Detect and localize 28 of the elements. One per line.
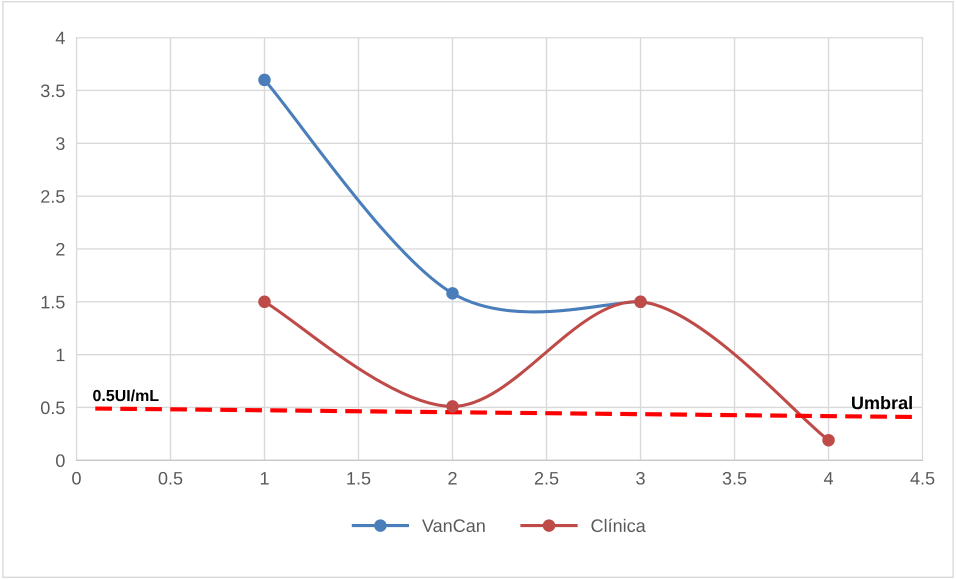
y-tick-label: 4 (56, 32, 65, 44)
x-tick-label: 4 (824, 472, 834, 484)
x-tick-label: 3.5 (722, 472, 746, 485)
y-tick-label: 2 (56, 242, 64, 256)
annotation: 0.5UI/mL (93, 389, 159, 402)
legend-label: VanCan (422, 519, 485, 532)
x-tick-label: 1.5 (347, 472, 370, 485)
x-tick-label: 1 (260, 472, 269, 484)
y-tick-label: 0.5 (40, 401, 65, 414)
y-tick-label: 2.5 (41, 190, 65, 203)
x-tick-label: 3 (636, 472, 645, 485)
y-tick-label: 3.5 (40, 84, 65, 98)
x-tick-label: 2.5 (534, 472, 558, 485)
point (446, 400, 459, 413)
y-tick-label: 1 (56, 348, 64, 362)
y-tick-label: 1.5 (42, 296, 65, 309)
x-tick-label: 2 (448, 472, 457, 484)
legend-label: Clínica (591, 518, 646, 532)
y-tick-label: 3 (56, 137, 65, 150)
x-tick-label: 0.5 (158, 472, 182, 485)
point (258, 296, 271, 308)
point (822, 434, 835, 446)
y-tick-label: 0 (56, 454, 65, 468)
x-tick-label: 4.5 (910, 472, 934, 485)
x-tick-label: 0 (72, 472, 81, 485)
point (258, 74, 271, 86)
point (446, 287, 459, 300)
annotation: Umbral (852, 396, 912, 410)
